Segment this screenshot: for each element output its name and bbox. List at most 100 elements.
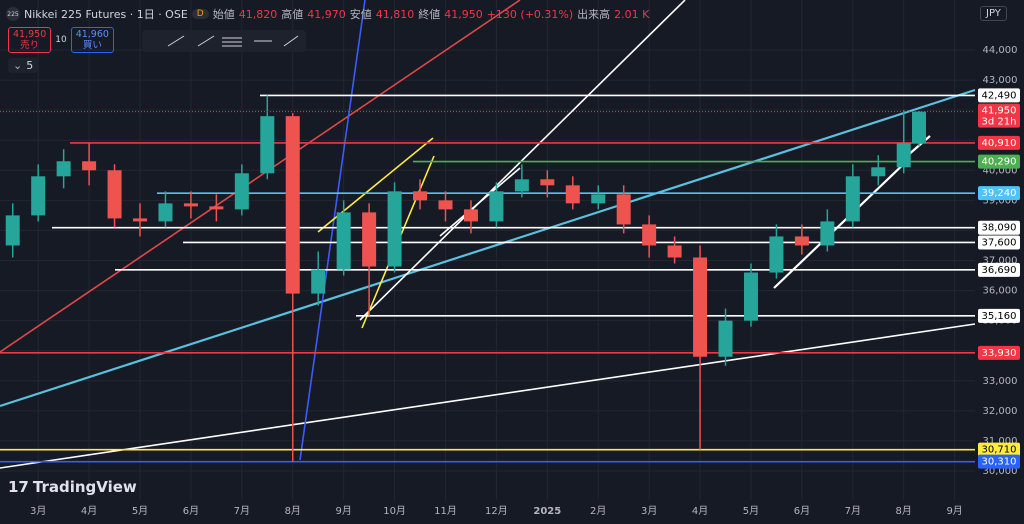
chevron: ⌄ [13,59,23,72]
level-tag [978,154,1020,169]
candle-body [5,215,20,246]
level-tag [978,135,1020,150]
candle-body [871,167,886,177]
level-label: 36,690 [982,265,1017,276]
candle-body [540,179,555,186]
ohlc-value: 41,970 [307,7,346,21]
x-tick-label: 6月 [794,505,810,517]
x-tick-label: 8月 [896,505,912,517]
y-tick-label: 33,000 [983,376,1018,387]
d-button[interactable]: D [191,9,209,19]
level-tag [978,186,1020,201]
x-tick-label: 11月 [434,505,457,517]
x-tick-label: 4月 [692,505,708,517]
level-label: 33,930 [982,348,1017,359]
candle-body [616,194,631,225]
ohlc-value: 41,820 [238,7,278,21]
brand-logo: 𝟭𝟳 [8,478,29,496]
level-label: 30,310 [982,457,1017,468]
candle-body [133,218,148,222]
candle-body [845,176,860,222]
level-label: 39,240 [982,188,1017,199]
trade-bar: 41,950 売り 10 41,960 買い [8,27,114,53]
ohlc-label: 終値 [418,8,441,21]
level-tag [978,262,1020,277]
candle-body [209,206,224,210]
candle-body [565,185,580,204]
drawing-toolbar [142,30,306,52]
candle-body [260,116,275,174]
grid [0,0,975,500]
buy-price: 41,960 [75,29,109,40]
drawings [0,0,976,469]
x-tick-label: 5月 [132,505,148,517]
trend-line [299,0,366,461]
y-tick-label: 43,000 [983,75,1018,86]
interval-button[interactable]: ⌄ 5 [8,58,39,73]
quantity[interactable]: 10 [55,35,67,45]
symbol[interactable]: Nikkei 225 Futures · 1日 · OSE [24,8,188,21]
y-tick-label: 39,000 [983,195,1018,206]
x-tick-label: 5月 [743,505,759,517]
ohlc-label: 高値 [281,8,304,21]
candle-body [56,161,71,177]
x-tick-label: 2025 [533,506,561,517]
volume-label: 出来高 [577,8,611,21]
level-label: 40,290 [982,157,1017,168]
candle-body [107,170,122,219]
candle-body [718,320,733,357]
level-tag [978,454,1020,469]
candle-body [285,116,300,294]
y-tick-label: 30,000 [983,466,1018,477]
brand-name: TradingView [32,478,137,496]
y-tick-label: 32,000 [983,406,1018,417]
buy-button[interactable]: 41,960 買い [70,27,114,53]
sell-button[interactable]: 41,950 売り [8,27,52,53]
candle-body [896,143,911,168]
x-tick-label: 7月 [845,505,861,517]
candle-body [489,191,504,222]
level-label: 30,710 [982,445,1017,456]
y-tick-label: 36,000 [983,286,1018,297]
trend-line [773,157,911,289]
badge: 225 [6,7,20,21]
level-label: 42,490 [982,90,1017,101]
level-tag [978,235,1020,250]
x-tick-label: 3月 [641,505,657,517]
candle-body [514,179,529,192]
level-label: 37,600 [982,237,1017,248]
level-tag [978,88,1020,103]
tool-icon[interactable] [197,35,215,47]
trend-line [0,88,976,408]
candle-body [183,203,198,207]
candle-body [642,224,657,246]
symbol-bar: 225 Nikkei 225 Futures · 1日 · OSE D 始値 41… [6,6,649,22]
ohlc-value: 41,950 [444,7,483,21]
trend-line [0,0,521,353]
x-tick-label: 9月 [946,505,962,517]
y-tick-label: 37,000 [983,256,1018,267]
candle-body [336,212,351,270]
candle-body [311,269,326,294]
ohlc-label: 始値 [212,8,235,21]
x-tick-label: 7月 [234,505,250,517]
candle-body [794,236,809,246]
x-tick-label: 12月 [485,505,508,517]
candle-body [234,173,249,210]
x-tick-label: 4月 [81,505,97,517]
candle-body [82,161,97,171]
level-tag [978,308,1020,323]
currency: JPY [986,8,1001,19]
x-tick-label: 6月 [183,505,199,517]
tool-icons [167,35,299,47]
level-tag [978,345,1020,360]
tool-icon[interactable] [167,35,185,47]
candle-body [387,191,402,267]
x-tick-label: 2月 [590,505,606,517]
currency-button[interactable]: JPY [980,6,1007,21]
tool-icon[interactable] [283,35,299,47]
candle-body [31,176,46,216]
buy-label: 買い [82,40,102,51]
candle-body [591,194,606,204]
